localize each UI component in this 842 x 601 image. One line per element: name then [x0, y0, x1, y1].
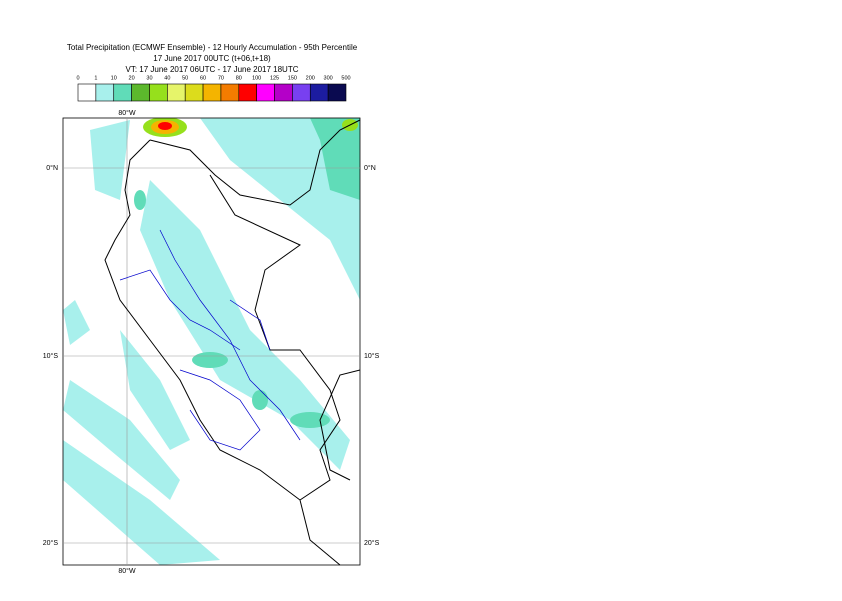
- legend: 0 1 10 20 30 40 50 60 70 80 100 125 150 200 300 500: [76, 75, 351, 102]
- map-frame: [62, 117, 361, 566]
- lon-label: 80°W: [118, 109, 136, 117]
- legend-label: 10: [111, 75, 117, 81]
- legend-label: 70: [218, 75, 224, 81]
- legend-swatch: [202, 83, 222, 102]
- lat-label: 10°S: [364, 352, 380, 360]
- lon-label: 80°W: [118, 567, 136, 575]
- lat-label: 0°N: [364, 164, 376, 172]
- legend-swatch: [327, 83, 347, 102]
- admin-borders: [119, 229, 301, 451]
- legend-swatch: [256, 83, 275, 102]
- legend-swatch: [184, 83, 204, 102]
- lat-label: 10°S: [43, 352, 59, 360]
- legend-label: 1: [94, 75, 97, 81]
- precip-field: [63, 118, 360, 565]
- legend-swatch: [113, 83, 132, 102]
- legend-label: 20: [129, 75, 135, 81]
- legend-swatch: [167, 83, 186, 102]
- graticule: [63, 118, 360, 565]
- legend-label: 50: [182, 75, 188, 81]
- title-line: VT: 17 June 2017 06UTC - 17 June 2017 18…: [126, 65, 299, 74]
- title-line: Total Precipitation (ECMWF Ensemble) - 1…: [67, 43, 358, 52]
- legend-swatch: [131, 83, 150, 102]
- lat-label: 20°S: [43, 539, 59, 547]
- map: [62, 117, 361, 566]
- legend-swatch: [238, 83, 257, 102]
- legend-swatch: [95, 83, 115, 102]
- legend-label: 0: [76, 75, 79, 81]
- legend-label: 300: [324, 75, 333, 81]
- legend-label: 200: [306, 75, 315, 81]
- legend-label: 80: [236, 75, 242, 81]
- title-line: 17 June 2017 00UTC (t+06,t+18): [153, 54, 271, 63]
- legend-swatch: [220, 83, 240, 102]
- legend-label: 150: [288, 75, 297, 81]
- legend-label: 40: [164, 75, 170, 81]
- legend-label: 125: [270, 75, 279, 81]
- legend-label: 100: [252, 75, 261, 81]
- legend-label: 30: [146, 75, 152, 81]
- legend-swatch: [274, 83, 293, 102]
- legend-swatch: [77, 83, 97, 102]
- coastline: [104, 119, 361, 566]
- legend-label: 500: [341, 75, 350, 81]
- legend-swatch: [292, 83, 311, 102]
- lat-label: 0°N: [46, 164, 58, 172]
- legend-swatch: [149, 83, 168, 102]
- legend-swatch: [309, 83, 329, 102]
- lat-label: 20°S: [364, 539, 380, 547]
- legend-label: 60: [200, 75, 206, 81]
